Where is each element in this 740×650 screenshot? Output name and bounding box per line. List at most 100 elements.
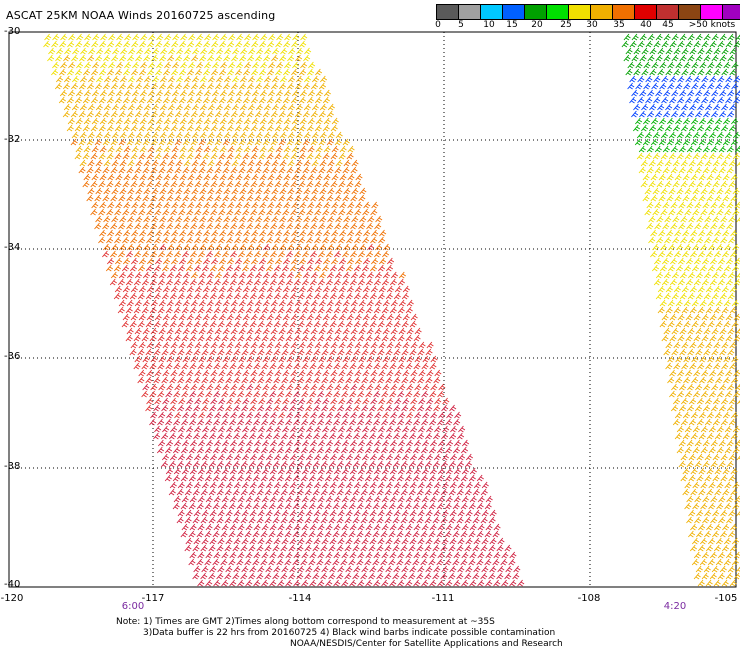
wind-barb (222, 82, 231, 90)
lon-label-114: -114 (288, 593, 312, 604)
wind-barb (270, 194, 278, 202)
wind-barb (291, 89, 299, 97)
wind-barb (672, 236, 680, 244)
wind-barb (695, 271, 703, 279)
wind-barb (266, 152, 274, 160)
wind-barb (702, 495, 710, 503)
wind-barb (238, 138, 246, 146)
wind-barb (682, 250, 690, 258)
wind-barb (716, 446, 724, 454)
wind-barb (372, 558, 380, 566)
wind-barb (260, 33, 268, 41)
wind-barb (86, 138, 94, 146)
wind-barb (103, 103, 111, 111)
wind-barb (488, 544, 496, 552)
wind-barb (725, 572, 733, 580)
wind-barb (237, 523, 245, 531)
wind-barb (48, 47, 56, 55)
wind-barb (413, 579, 421, 587)
wind-barb (178, 369, 186, 377)
wind-barb (198, 222, 206, 230)
wind-barb (142, 383, 150, 391)
wind-barb (683, 61, 691, 69)
wind-barb (227, 40, 235, 48)
wind-barb (416, 544, 424, 552)
wind-barb (285, 418, 293, 426)
wind-barb (444, 530, 452, 538)
wind-barb (298, 257, 307, 265)
wind-barb (369, 292, 377, 300)
wind-barb (440, 544, 448, 552)
wind-barb (182, 411, 190, 419)
wind-barb (318, 82, 327, 90)
wind-barb (278, 250, 286, 258)
wind-barb (202, 341, 210, 349)
wind-barb (437, 418, 445, 426)
wind-barb (269, 306, 277, 314)
wind-barb (685, 369, 693, 377)
wind-barb (325, 390, 333, 398)
wind-barb (704, 453, 712, 461)
wind-barb (201, 404, 209, 412)
wind-barb (353, 348, 361, 356)
wind-barb (313, 481, 321, 489)
wind-barb (201, 432, 209, 440)
wind-barb (267, 229, 275, 237)
wind-barb (310, 383, 318, 391)
wind-barb (246, 299, 254, 307)
wind-barb (437, 579, 445, 587)
wind-barb (207, 215, 215, 223)
wind-barb (218, 313, 226, 321)
wind-barb (453, 467, 461, 475)
wind-barb (345, 404, 353, 412)
wind-barb (418, 341, 426, 349)
wind-barb (158, 138, 166, 146)
wind-barb (197, 334, 205, 342)
wind-barb (330, 425, 338, 433)
wind-barb (166, 110, 174, 118)
wind-barb (278, 166, 286, 174)
wind-barb (312, 460, 320, 468)
wind-barb (270, 411, 278, 419)
wind-barb (255, 159, 263, 167)
wind-barb (59, 89, 67, 97)
wind-barb (715, 299, 723, 307)
wind-barb (654, 145, 662, 153)
wind-barb (219, 145, 227, 153)
wind-barb (216, 47, 224, 55)
wind-barb (504, 544, 512, 552)
wind-barb (162, 236, 170, 244)
wind-barb (225, 565, 233, 573)
wind-barb (203, 145, 211, 153)
wind-barb (642, 194, 650, 202)
wind-barb (245, 278, 253, 286)
wind-barb (337, 320, 345, 328)
wind-barb (719, 292, 727, 300)
wind-barb (678, 404, 687, 412)
wind-barb (283, 145, 291, 153)
colorbar-swatch (525, 5, 547, 19)
wind-barb (346, 369, 354, 377)
wind-barb (189, 390, 197, 398)
wind-barb (302, 411, 310, 419)
wind-barb (726, 404, 735, 412)
wind-barb (372, 474, 380, 482)
wind-barb (681, 68, 689, 76)
wind-barb (183, 131, 191, 139)
wind-barb (293, 418, 301, 426)
wind-barb (286, 166, 294, 174)
wind-barb (314, 180, 322, 188)
wind-barb (292, 61, 300, 69)
wind-barb (673, 362, 681, 370)
wind-barb (317, 390, 325, 398)
wind-barb (238, 166, 246, 174)
wind-barb (319, 159, 327, 167)
wind-barb (380, 446, 389, 454)
wind-barb (335, 243, 343, 251)
wind-barb (731, 537, 740, 545)
wind-barb (712, 453, 720, 461)
wind-barb (265, 376, 273, 384)
wind-barb (481, 509, 489, 517)
wind-barb (270, 222, 278, 230)
wind-barb (247, 75, 256, 83)
